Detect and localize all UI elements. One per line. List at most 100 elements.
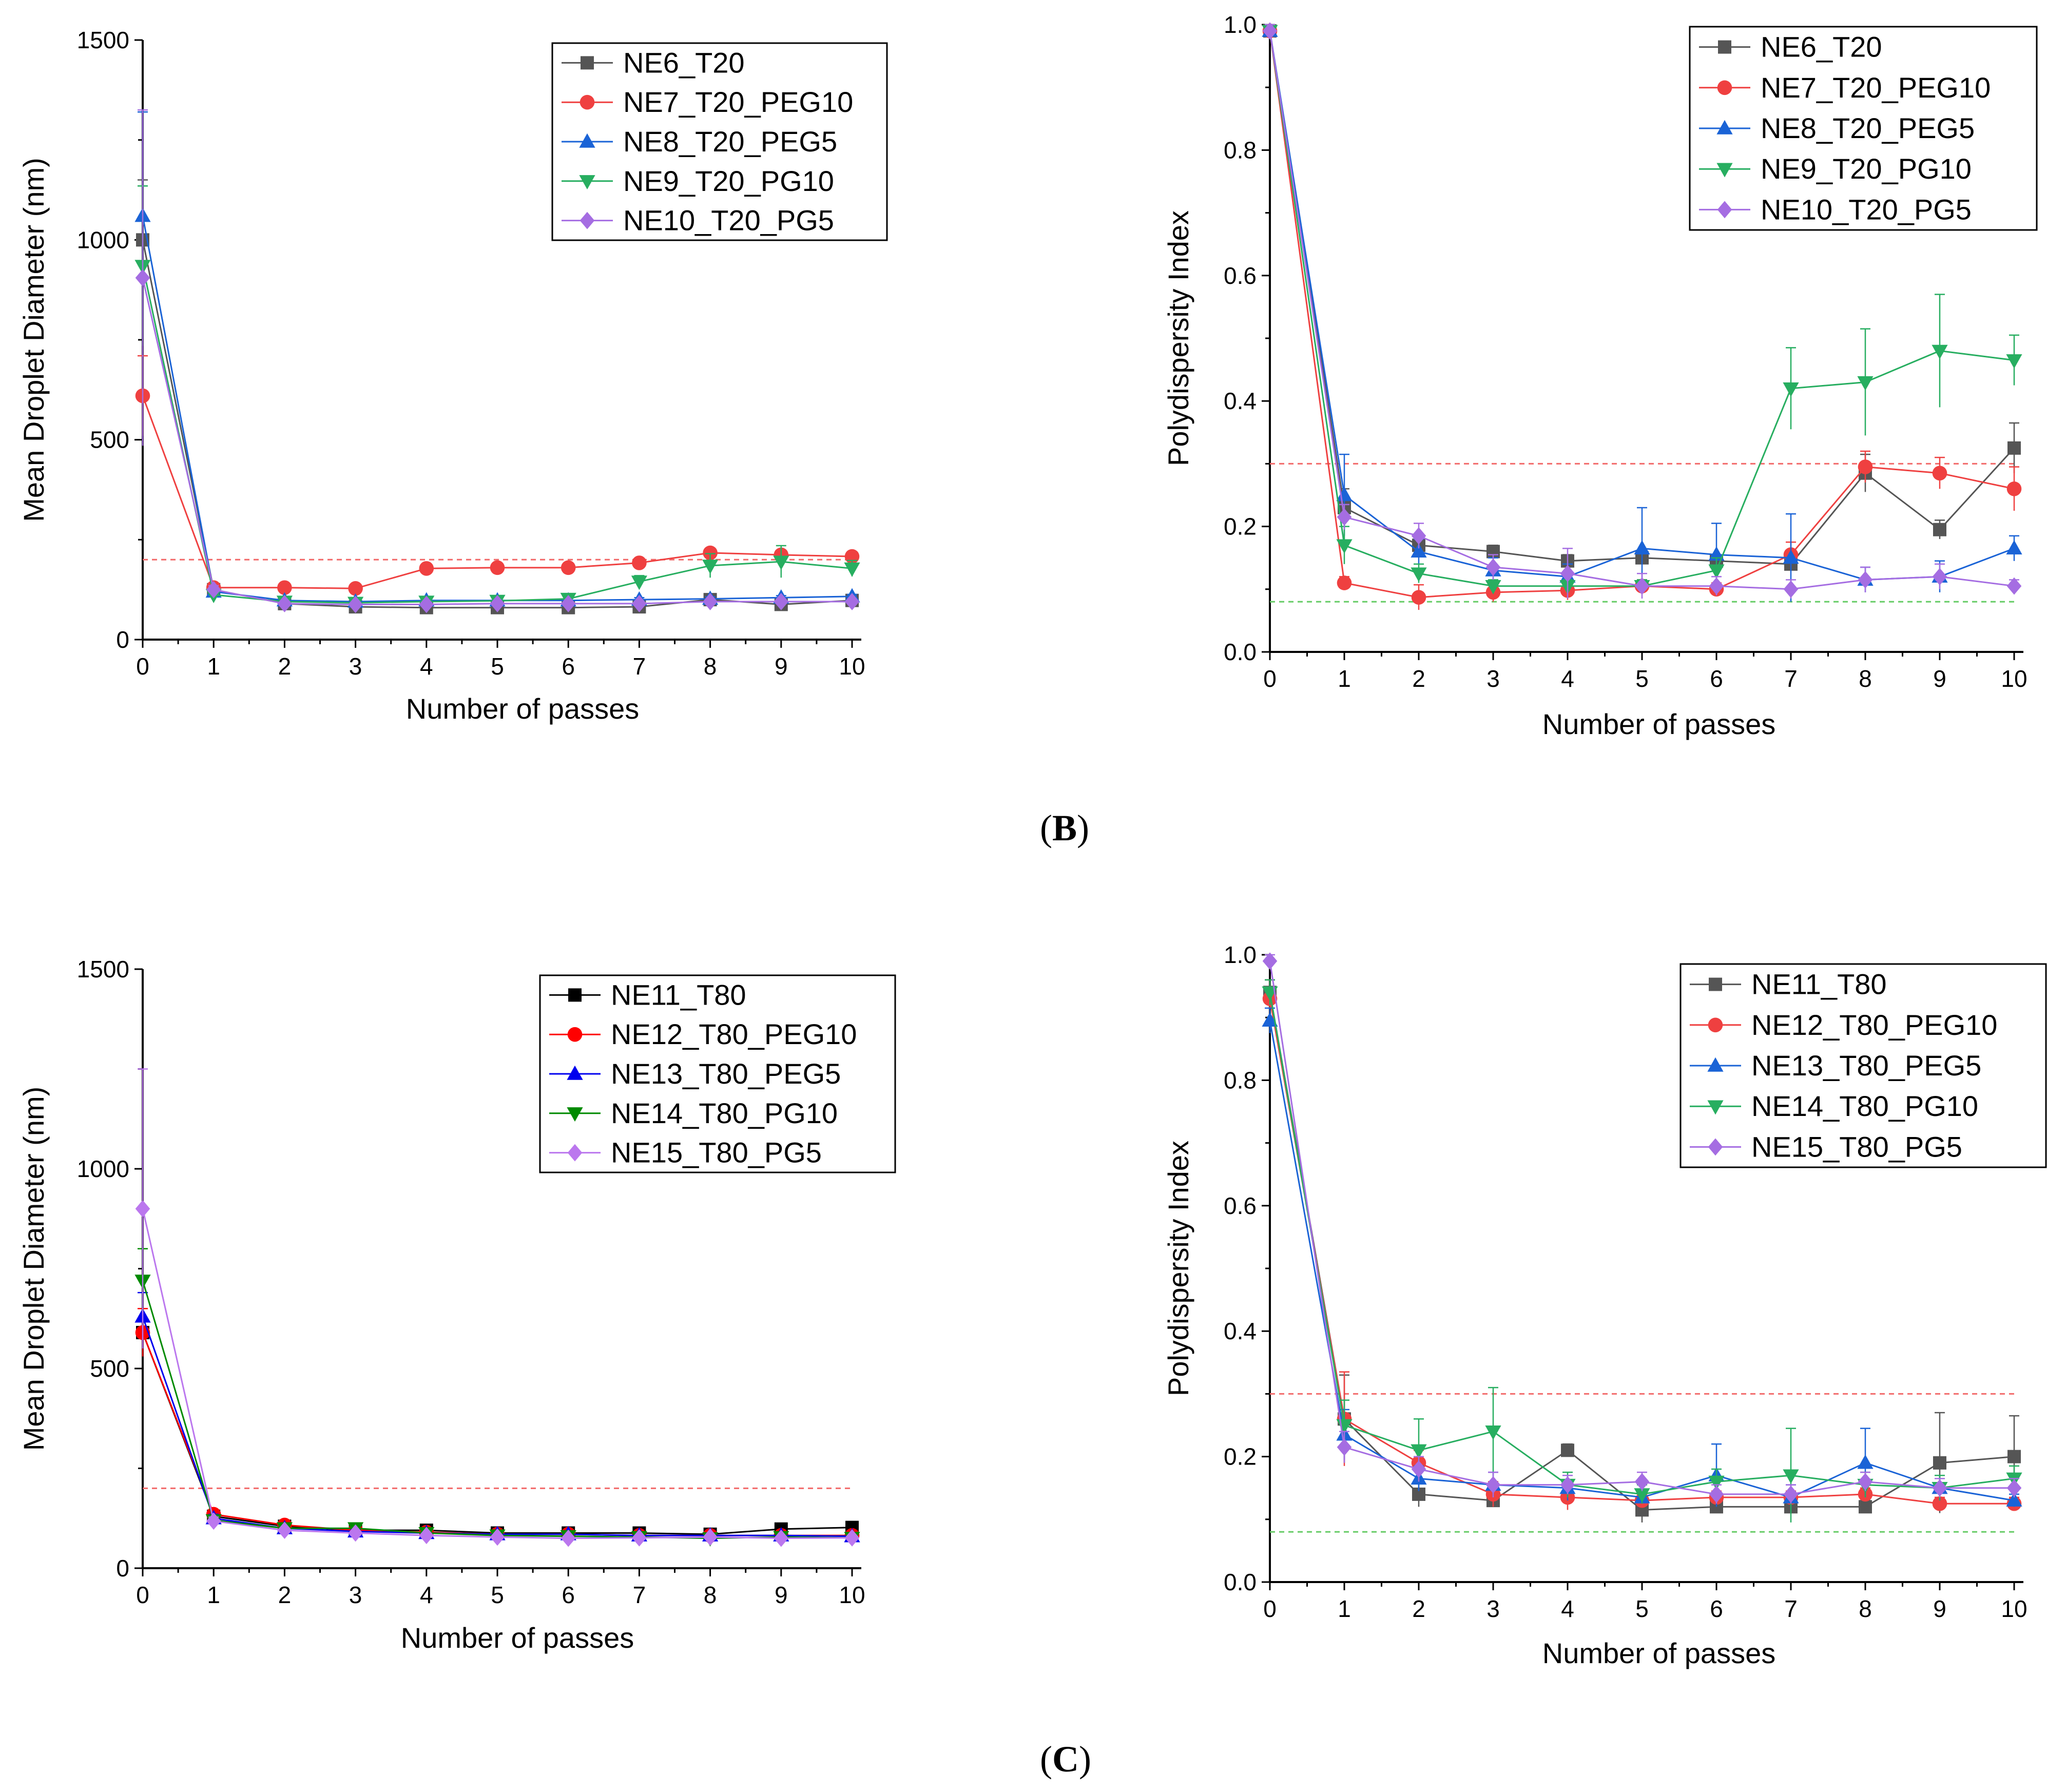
data-point bbox=[774, 1529, 789, 1547]
legend-marker bbox=[581, 56, 594, 70]
x-tick-label: 8 bbox=[1859, 665, 1872, 692]
legend: NE11_T80 NE12_T80_PEG10 NE13_T80_PEG5 NE14_… bbox=[1679, 963, 2047, 1168]
series-NE10_T20_PG5 bbox=[135, 109, 860, 613]
legend-label: NE11_T80 bbox=[1751, 968, 1887, 1000]
legend-label: NE15_T80_PG5 bbox=[611, 1136, 822, 1169]
series-line bbox=[142, 1280, 853, 1539]
data-point bbox=[1708, 1475, 1725, 1490]
data-point bbox=[561, 1529, 576, 1547]
data-point bbox=[1485, 1425, 1501, 1440]
y-tick-label: 1.0 bbox=[1224, 941, 1257, 968]
data-point bbox=[2006, 577, 2022, 595]
legend-marker bbox=[567, 1144, 583, 1162]
data-point bbox=[1561, 1443, 1574, 1457]
data-point bbox=[348, 1524, 363, 1542]
x-axis-title: Number of passes bbox=[1542, 708, 1775, 740]
data-point bbox=[1411, 527, 1426, 545]
series-line bbox=[142, 216, 853, 603]
data-point bbox=[1411, 1444, 1427, 1459]
data-point bbox=[1411, 590, 1426, 605]
x-tick-label: 8 bbox=[1859, 1595, 1872, 1622]
legend-marker bbox=[568, 988, 582, 1002]
legend-marker bbox=[1716, 163, 1733, 178]
series-NE9_T20_PG10 bbox=[134, 185, 860, 611]
data-point bbox=[1634, 1488, 1650, 1503]
legend-label: NE14_T80_PG10 bbox=[611, 1097, 838, 1129]
data-point bbox=[2007, 1450, 2021, 1463]
data-point bbox=[1858, 459, 1873, 474]
legend-label: NE12_T80_PEG10 bbox=[1751, 1009, 1997, 1041]
data-point bbox=[1560, 565, 1575, 583]
legend-marker bbox=[580, 94, 595, 110]
legend-label: NE7_T20_PEG10 bbox=[623, 86, 853, 118]
data-point bbox=[1783, 382, 1799, 397]
legend-label: NE8_T20_PEG5 bbox=[623, 125, 837, 158]
x-tick-label: 1 bbox=[1338, 1595, 1351, 1622]
data-point bbox=[1262, 952, 1278, 970]
data-point bbox=[703, 545, 718, 561]
data-point bbox=[844, 593, 860, 610]
y-tick-label: 0.4 bbox=[1224, 388, 1257, 414]
data-point bbox=[1783, 580, 1799, 598]
data-point bbox=[1337, 575, 1352, 590]
panel-label-c: (C) bbox=[1040, 1739, 1091, 1780]
data-point bbox=[1859, 1500, 1872, 1514]
y-tick-label: 1.0 bbox=[1224, 11, 1257, 38]
legend-marker bbox=[1708, 1017, 1723, 1033]
data-point bbox=[1783, 1486, 1799, 1503]
data-point bbox=[1932, 1496, 1947, 1511]
legend-label: NE13_T80_PEG5 bbox=[1751, 1049, 1981, 1082]
data-point bbox=[277, 595, 292, 612]
x-tick-label: 7 bbox=[633, 1582, 646, 1608]
data-point bbox=[419, 561, 434, 576]
x-tick-label: 8 bbox=[704, 653, 717, 680]
series-NE14_T80_PG10 bbox=[134, 1248, 860, 1547]
legend-label: NE15_T80_PG5 bbox=[1751, 1130, 1962, 1163]
x-tick-label: 4 bbox=[420, 1582, 433, 1608]
x-tick-label: 5 bbox=[491, 653, 504, 680]
y-axis-title: Mean Droplet Diameter (nm) bbox=[17, 158, 50, 522]
legend-label: NE10_T20_PG5 bbox=[623, 204, 834, 237]
legend-marker bbox=[580, 211, 595, 229]
y-tick-label: 0.0 bbox=[1224, 639, 1257, 665]
series-NE15_T80_PG5 bbox=[1262, 952, 2022, 1504]
data-point bbox=[1858, 1473, 1873, 1491]
chart-b-right: 0 1 2 3 4 5 6 7 8 9 10 0.0 0.2 0.4 0.6 0.8 1.0 Number of … bbox=[1162, 11, 2038, 740]
legend-label: NE11_T80 bbox=[611, 978, 746, 1011]
chart-b-left: 0 1 2 3 4 5 6 7 8 9 10 0 500 1000 1500 Number of passes… bbox=[17, 27, 888, 725]
x-tick-label: 8 bbox=[704, 1582, 717, 1608]
y-tick-label: 500 bbox=[90, 1355, 129, 1382]
legend-box bbox=[1679, 963, 2047, 1168]
data-point bbox=[1411, 567, 1427, 582]
data-point bbox=[1709, 1486, 1724, 1503]
series-line bbox=[142, 240, 853, 609]
series-NE12_T80_PEG10 bbox=[135, 1308, 860, 1543]
y-tick-label: 0.4 bbox=[1224, 1318, 1257, 1344]
y-axis-title: Mean Droplet Diameter (nm) bbox=[17, 1087, 50, 1451]
series-line bbox=[142, 265, 853, 604]
data-point bbox=[1485, 1476, 1501, 1494]
data-point bbox=[1336, 539, 1353, 554]
legend-marker bbox=[1707, 1057, 1724, 1072]
series-line bbox=[142, 1316, 853, 1537]
y-tick-label: 0.8 bbox=[1224, 1067, 1257, 1093]
data-point bbox=[135, 1200, 150, 1218]
legend: NE6_T20 NE7_T20_PEG10 NE8_T20_PEG5 NE9_T20_… bbox=[1689, 26, 2038, 231]
x-tick-label: 6 bbox=[1710, 665, 1723, 692]
data-point bbox=[1262, 22, 1278, 40]
legend-label: NE8_T20_PEG5 bbox=[1761, 112, 1975, 144]
x-tick-label: 2 bbox=[278, 653, 292, 680]
legend-marker bbox=[1707, 1100, 1724, 1115]
legend-label: NE7_T20_PEG10 bbox=[1761, 71, 1991, 104]
data-point bbox=[1485, 558, 1501, 576]
y-tick-label: 0.2 bbox=[1224, 1443, 1257, 1470]
series-line bbox=[142, 277, 852, 605]
chart-c-left: 0 1 2 3 4 5 6 7 8 9 10 0 500 1000 1500 Number of passes… bbox=[17, 956, 896, 1654]
x-tick-label: 0 bbox=[1263, 1595, 1277, 1622]
x-tick-label: 7 bbox=[1784, 1595, 1798, 1622]
x-tick-label: 3 bbox=[349, 653, 362, 680]
data-point bbox=[1708, 546, 1725, 561]
y-tick-label: 1500 bbox=[77, 956, 129, 982]
x-tick-label: 9 bbox=[775, 1582, 788, 1608]
